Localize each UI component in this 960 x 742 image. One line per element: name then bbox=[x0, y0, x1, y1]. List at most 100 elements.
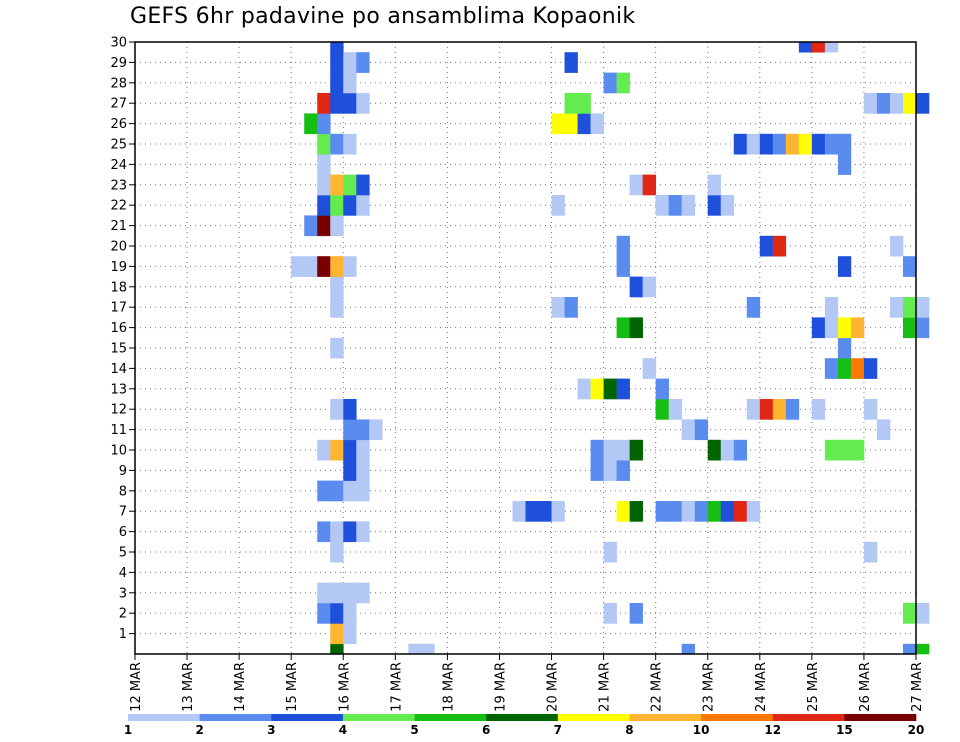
legend-swatch bbox=[342, 714, 415, 721]
precip-cell bbox=[616, 256, 630, 277]
x-axis: 12 MAR 13 MAR 14 MAR 15 MAR 16 MAR 17 MAR 18 M… bbox=[129, 654, 925, 712]
precip-cell bbox=[330, 195, 344, 216]
precip-cell bbox=[551, 113, 565, 135]
legend-swatch bbox=[772, 714, 845, 721]
y-tick-label: 3 bbox=[119, 586, 127, 601]
precip-cell bbox=[733, 133, 748, 155]
precip-cell bbox=[824, 358, 839, 379]
precip-cell bbox=[590, 460, 604, 481]
precip-cell bbox=[655, 378, 669, 400]
precip-cell bbox=[330, 297, 344, 318]
precip-cell bbox=[603, 541, 617, 563]
precip-cell bbox=[655, 195, 669, 216]
precip-cell bbox=[356, 439, 370, 461]
precip-cell bbox=[668, 195, 682, 216]
precip-cell bbox=[837, 256, 852, 277]
precip-cell bbox=[746, 399, 761, 420]
precip-cell bbox=[317, 439, 331, 461]
precip-cell bbox=[330, 133, 344, 155]
precip-cell bbox=[343, 399, 357, 420]
precip-cell bbox=[356, 52, 370, 73]
precip-cell bbox=[330, 603, 344, 624]
legend-label: 8 bbox=[625, 723, 633, 737]
precip-cell bbox=[330, 174, 344, 196]
precip-cell bbox=[317, 133, 331, 155]
precip-cell bbox=[668, 501, 682, 522]
y-tick-label: 11 bbox=[110, 423, 127, 438]
precip-cell bbox=[356, 419, 370, 441]
precip-cell bbox=[707, 174, 722, 196]
precip-cell bbox=[551, 501, 565, 522]
precip-cell bbox=[772, 133, 787, 155]
x-tick-label: 19 MAR bbox=[493, 662, 508, 712]
precip-cell bbox=[785, 399, 800, 420]
precip-cell bbox=[590, 113, 604, 135]
legend-swatch bbox=[414, 714, 487, 721]
precipitation-cells bbox=[291, 42, 930, 655]
x-tick-label: 16 MAR bbox=[337, 662, 352, 712]
precip-cell bbox=[330, 643, 344, 655]
legend-label: 5 bbox=[410, 723, 418, 737]
precip-cell bbox=[564, 93, 578, 114]
precip-cell bbox=[330, 52, 344, 73]
precip-cell bbox=[564, 113, 578, 135]
precip-cell bbox=[564, 297, 578, 318]
precip-cell bbox=[343, 439, 357, 461]
precip-cell bbox=[538, 501, 552, 522]
y-tick-label: 5 bbox=[119, 546, 127, 561]
precip-cell bbox=[824, 133, 839, 155]
legend-label: 10 bbox=[693, 723, 710, 737]
y-tick-label: 10 bbox=[110, 444, 127, 459]
precip-cell bbox=[616, 501, 630, 522]
legend-swatch bbox=[199, 714, 272, 721]
precip-cell bbox=[343, 174, 357, 196]
precip-cell bbox=[707, 439, 722, 461]
legend-label: 6 bbox=[482, 723, 490, 737]
precip-cell bbox=[525, 501, 539, 522]
precip-cell bbox=[317, 256, 331, 277]
precip-cell bbox=[642, 174, 656, 196]
legend-label: 7 bbox=[554, 723, 562, 737]
precip-cell bbox=[330, 215, 344, 237]
chart-title: GEFS 6hr padavine po ansamblima Kopaonik bbox=[130, 4, 636, 29]
y-tick-label: 7 bbox=[119, 505, 127, 520]
precip-cell bbox=[356, 93, 370, 114]
precip-cell bbox=[629, 317, 643, 339]
precip-cell bbox=[343, 623, 357, 645]
precip-cell bbox=[694, 501, 709, 522]
y-tick-label: 19 bbox=[110, 260, 127, 275]
precip-cell bbox=[330, 623, 344, 645]
y-tick-label: 16 bbox=[110, 321, 127, 336]
precip-cell bbox=[681, 643, 696, 655]
precip-cell bbox=[655, 501, 669, 522]
precip-cell bbox=[902, 317, 917, 339]
precip-cell bbox=[889, 93, 904, 114]
precip-cell bbox=[330, 337, 344, 359]
y-tick-label: 4 bbox=[119, 566, 127, 581]
y-tick-label: 28 bbox=[110, 76, 127, 91]
precip-cell bbox=[356, 582, 370, 604]
precip-cell bbox=[916, 643, 930, 655]
y-tick-label: 25 bbox=[110, 138, 127, 153]
legend-label: 12 bbox=[764, 723, 781, 737]
precip-cell bbox=[616, 317, 630, 339]
precip-cell bbox=[343, 603, 357, 624]
precip-cell bbox=[317, 93, 331, 114]
legend-label: 20 bbox=[908, 723, 925, 737]
x-tick-label: 18 MAR bbox=[441, 662, 456, 712]
legend-label: 15 bbox=[836, 723, 853, 737]
precip-cell bbox=[694, 419, 709, 441]
precip-cell bbox=[798, 133, 813, 155]
x-tick-label: 22 MAR bbox=[650, 662, 665, 712]
y-tick-label: 21 bbox=[110, 219, 127, 234]
y-tick-label: 2 bbox=[119, 607, 127, 622]
x-tick-label: 13 MAR bbox=[181, 662, 196, 712]
precip-cell bbox=[629, 174, 643, 196]
precip-cell bbox=[863, 93, 878, 114]
precip-cell bbox=[343, 480, 357, 502]
precip-cell bbox=[603, 603, 617, 624]
precip-cell bbox=[356, 195, 370, 216]
precip-cell bbox=[577, 93, 591, 114]
precip-cell bbox=[850, 439, 865, 461]
x-tick-label: 27 MAR bbox=[910, 662, 925, 712]
